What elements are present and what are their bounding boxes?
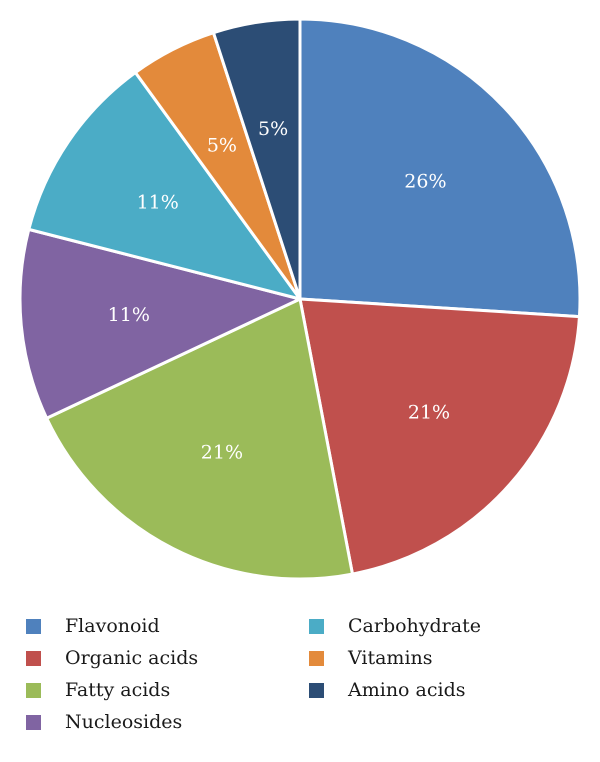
legend-label: Carbohydrate [348, 615, 481, 637]
legend-label: Flavonoid [65, 615, 160, 637]
legend-swatch [309, 650, 324, 666]
data-label-organic-acids: 21% [408, 402, 450, 424]
data-label-amino-acids: 5% [258, 118, 288, 140]
legend-label: Vitamins [348, 647, 433, 669]
data-label-vitamins: 5% [207, 135, 237, 157]
pie-slice-carbohydrate [27, 70, 302, 301]
pie-slice-flavonoid [298, 17, 582, 319]
legend-label: Organic acids [65, 647, 199, 669]
pie-slice-nucleosides [18, 227, 302, 420]
legend-swatch [26, 682, 41, 698]
pie-chart: 26% 21% 21% 11% 11% 5% 5% [18, 17, 582, 581]
pie-slice-amino-acids [211, 17, 302, 301]
legend-label: Fatty acids [65, 679, 171, 701]
data-label-nucleosides: 11% [108, 304, 150, 326]
data-label-fatty-acids: 21% [201, 441, 243, 463]
pie-slice-fatty-acids [45, 297, 354, 581]
legend-item-organic-acids: Organic acids [26, 644, 198, 672]
legend-item-nucleosides: Nucleosides [26, 708, 182, 736]
data-label-flavonoid: 26% [404, 170, 446, 192]
legend-swatch [309, 618, 324, 634]
pie-slice-organic-acids [298, 297, 581, 576]
legend-label: Amino acids [348, 679, 466, 701]
legend-swatch [26, 714, 41, 730]
legend-item-flavonoid: Flavonoid [26, 612, 160, 640]
legend-item-carbohydrate: Carbohydrate [309, 612, 481, 640]
chart-legend: Flavonoid Organic acids Fatty acids Nucleos… [0, 612, 600, 752]
legend-swatch [26, 618, 41, 634]
legend-label: Nucleosides [65, 711, 183, 733]
legend-swatch [26, 650, 41, 666]
data-label-carbohydrate: 11% [137, 191, 179, 213]
legend-item-vitamins: Vitamins [309, 644, 433, 672]
legend-swatch [309, 682, 324, 698]
legend-item-amino-acids: Amino acids [309, 676, 466, 704]
legend-item-fatty-acids: Fatty acids [26, 676, 170, 704]
